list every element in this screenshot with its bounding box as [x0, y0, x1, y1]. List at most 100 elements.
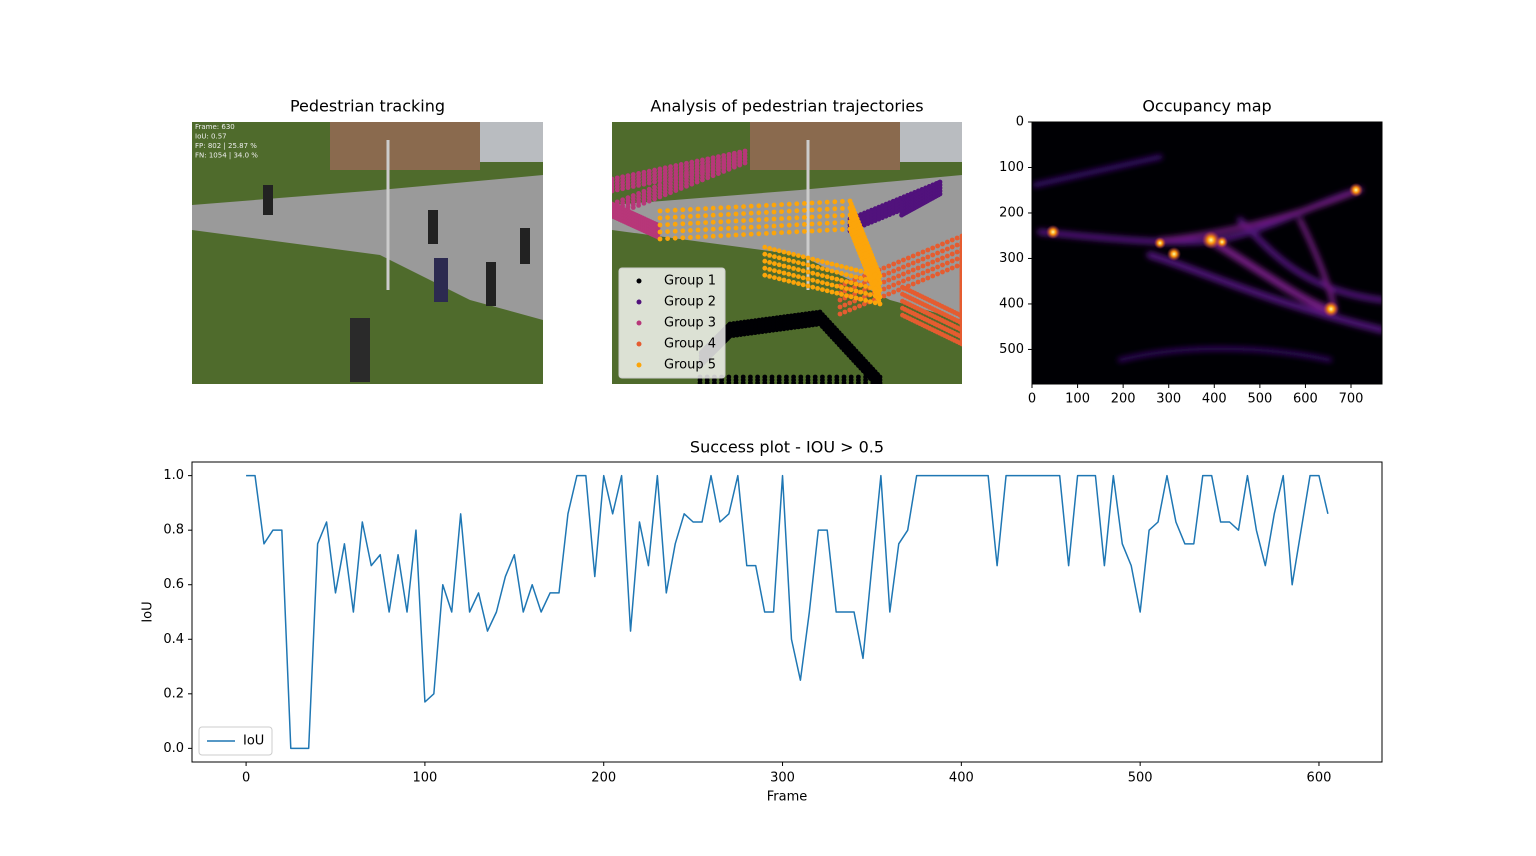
scatter-dot: [802, 201, 807, 206]
scatter-dot: [764, 217, 769, 222]
scatter-dot: [772, 254, 777, 259]
scatter-dot: [741, 232, 746, 238]
scatter-dot: [900, 284, 905, 290]
scatter-dot: [771, 216, 777, 222]
scatter-dot: [779, 209, 784, 215]
scatter-dot: [835, 383, 839, 384]
subplot-title: Analysis of pedestrian trajectories: [650, 97, 923, 116]
scatter-dot: [710, 233, 716, 239]
scatter-dot: [718, 219, 724, 225]
scatter-dot: [802, 229, 807, 234]
legend-marker: [636, 299, 642, 305]
scatter-dot: [748, 217, 754, 223]
scatter-dot: [726, 380, 732, 384]
scatter-dot: [786, 250, 792, 256]
scatter-dot: [771, 202, 777, 208]
scatter-dot: [767, 253, 772, 258]
scatter-dot: [834, 276, 840, 282]
scatter-dot: [781, 326, 787, 332]
scatter-dot: [800, 254, 806, 260]
scatter-dot: [733, 225, 739, 231]
scatter-dot: [705, 387, 710, 392]
scatter-dot: [834, 387, 839, 392]
scatter-dot: [824, 206, 830, 212]
scatter-dot: [820, 280, 825, 285]
scatter-dot: [614, 187, 620, 193]
y-tick-label: 0.0: [163, 741, 184, 756]
scatter-dot: [786, 264, 792, 270]
scatter-dot: [817, 207, 822, 213]
scatter-dot: [954, 249, 960, 255]
scatter-dot: [824, 260, 830, 266]
scatter-dot: [752, 330, 758, 336]
scatter-dot: [872, 300, 878, 306]
scatter-dot: [840, 220, 845, 225]
photo: [192, 122, 543, 384]
scatter-dot: [672, 228, 678, 234]
scatter-dot: [802, 215, 807, 220]
scatter-dot: [781, 263, 787, 269]
scatter-dot: [705, 383, 709, 384]
scatter-dot: [726, 233, 731, 238]
line-series: [246, 474, 1329, 750]
scatter-dot: [815, 258, 820, 263]
scatter-dot: [915, 272, 921, 278]
scatter-dot: [840, 213, 845, 218]
subplot-title: Occupancy map: [1142, 97, 1271, 116]
scatter-dot: [756, 231, 762, 237]
scatter-dot: [694, 179, 700, 185]
scatter-dot: [954, 256, 960, 262]
x-axis-label: Frame: [767, 790, 808, 805]
x-tick-label: 300: [1156, 392, 1181, 407]
scatter-dot: [901, 278, 906, 284]
scatter-dot: [920, 256, 926, 262]
scatter-dot: [954, 263, 960, 269]
scatter-dot: [905, 255, 911, 261]
scatter-dot: [896, 273, 901, 279]
scatter-dot: [713, 383, 716, 384]
scatter-dot: [695, 234, 701, 240]
scatter-dot: [905, 276, 911, 282]
scatter-dot: [940, 255, 945, 261]
x-tick-label: 300: [770, 771, 795, 786]
scatter-dot: [905, 262, 911, 268]
scatter-dot: [776, 262, 782, 268]
scatter-dot: [697, 380, 703, 384]
scatter-dot: [698, 387, 703, 392]
scatter-dot: [840, 199, 845, 204]
scatter-dot: [858, 282, 864, 288]
scatter-dot: [762, 387, 767, 392]
scatter-dot: [803, 323, 808, 329]
scatter-dot: [886, 277, 892, 283]
scatter-dot: [824, 274, 830, 280]
scatter-dot: [848, 287, 854, 293]
scatter-dot: [872, 218, 878, 224]
scatter-dot: [901, 257, 906, 263]
scatter-dot: [905, 269, 911, 275]
scatter-dot: [848, 294, 854, 300]
scatter-dot: [877, 280, 883, 286]
scatter-dot: [662, 192, 668, 198]
scatter-dot: [798, 387, 803, 392]
scatter-dot: [949, 251, 955, 257]
scatter-dot: [839, 285, 844, 290]
scatter-dot: [733, 204, 739, 210]
scatter-dot: [767, 260, 772, 265]
scatter-dot: [857, 303, 862, 309]
scatter-dot: [886, 263, 892, 269]
scatter-dot: [762, 251, 768, 257]
scatter-dot: [718, 205, 724, 211]
scatter-dot: [925, 261, 931, 267]
scatter-dot: [796, 253, 801, 258]
scatter-dot: [827, 387, 832, 392]
y-tick-label: 0.4: [163, 632, 184, 647]
scatter-dot: [749, 383, 752, 384]
scatter-dot: [776, 276, 782, 282]
scatter-dot: [776, 248, 782, 254]
scatter-dot: [910, 281, 916, 287]
scatter-dot: [805, 283, 811, 289]
scatter-dot: [890, 210, 896, 216]
scatter-dot: [705, 175, 711, 181]
scatter-dot: [786, 222, 792, 228]
scatter-dot: [949, 237, 955, 243]
